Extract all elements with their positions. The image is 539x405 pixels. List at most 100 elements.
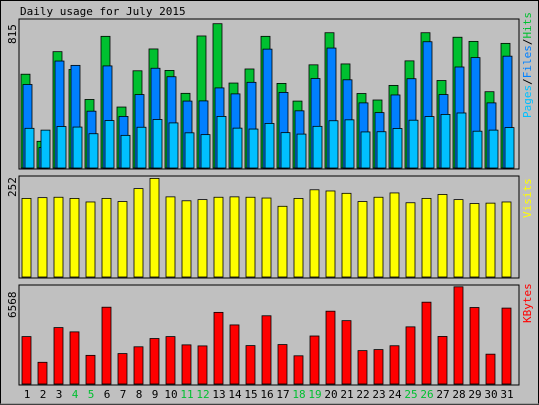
pages-bar <box>280 132 291 169</box>
kbytes-bar <box>149 338 160 385</box>
x-tick-label: 9 <box>152 388 159 401</box>
pages-bar <box>24 127 35 169</box>
x-tick-label: 14 <box>228 388 242 401</box>
legend-kbytes: KBytes <box>521 283 534 323</box>
visits-y-max-label: 252 <box>6 177 19 197</box>
visits-bar <box>69 198 80 278</box>
kbytes-bar <box>469 307 480 385</box>
visits-bar <box>133 188 144 278</box>
kbytes-bar <box>165 336 176 385</box>
x-tick-label: 30 <box>484 388 497 401</box>
kbytes-bar <box>261 315 272 385</box>
pages-bar <box>104 120 115 169</box>
visits-bar <box>117 201 128 278</box>
kbytes-bar <box>229 324 240 385</box>
x-tick-label: 18 <box>292 388 305 401</box>
x-tick-label: 31 <box>500 388 513 401</box>
visits-bar <box>261 197 272 278</box>
visits-bar <box>357 201 368 278</box>
x-tick-label: 1 <box>24 388 31 401</box>
x-tick-label: 16 <box>260 388 273 401</box>
kbytes-bar <box>373 349 384 385</box>
legend-slash-2: / <box>521 39 534 46</box>
x-tick-label: 15 <box>244 388 257 401</box>
visits-bar <box>101 198 112 278</box>
x-tick-label: 2 <box>40 388 47 401</box>
visits-bar <box>405 202 416 278</box>
bars-layer <box>20 23 515 385</box>
legend-hits: Hits <box>521 12 534 39</box>
pages-bar <box>216 116 227 169</box>
x-axis-labels: 1 2 3 4 5 6 7 8 9 10 11 12 13 14 15 16 17 18 19 20 21 22 23 24 2… <box>24 388 514 401</box>
x-tick-label: 8 <box>136 388 143 401</box>
kbytes-bar <box>245 345 256 385</box>
visits-bar <box>437 194 448 278</box>
legend-files: Files <box>521 45 534 78</box>
pages-bar <box>408 119 419 169</box>
pages-bar <box>488 129 499 169</box>
pages-bar <box>504 127 515 169</box>
visits-bar <box>373 196 384 278</box>
kbytes-bar <box>485 353 496 385</box>
pages-bar <box>184 132 195 169</box>
visits-bar <box>325 190 336 278</box>
pages-bar <box>328 120 339 169</box>
kbytes-bar <box>357 350 368 385</box>
pages-bar <box>296 133 307 169</box>
visits-bar <box>213 196 224 278</box>
kbytes-bar <box>437 336 448 385</box>
x-tick-label: 26 <box>420 388 433 401</box>
x-tick-label: 19 <box>308 388 321 401</box>
pages-bar <box>312 125 323 169</box>
kbytes-bar <box>133 346 144 385</box>
visits-bar <box>21 198 32 278</box>
kbytes-bar <box>421 301 432 385</box>
kbytes-y-max-label: 6568 <box>6 292 19 319</box>
kbytes-bar <box>309 335 320 385</box>
x-tick-label: 4 <box>72 388 79 401</box>
visits-bar <box>149 177 160 278</box>
kbytes-bar <box>389 345 400 385</box>
visits-bar <box>469 203 480 278</box>
x-tick-label: 12 <box>196 388 209 401</box>
visits-bar <box>37 197 48 278</box>
pages-bar <box>136 126 147 169</box>
visits-bar <box>229 196 240 278</box>
visits-bar <box>501 201 512 278</box>
x-tick-label: 17 <box>276 388 289 401</box>
x-tick-label: 7 <box>120 388 127 401</box>
x-tick-label: 25 <box>404 388 417 401</box>
legend-pages: Pages <box>521 85 534 118</box>
x-tick-label: 27 <box>436 388 449 401</box>
visits-bar <box>85 201 96 278</box>
visits-bar <box>181 200 192 278</box>
visits-bar <box>165 196 176 278</box>
visits-bar <box>453 199 464 278</box>
legend-slash-1: / <box>521 78 534 85</box>
x-tick-label: 29 <box>468 388 481 401</box>
pages-bar <box>360 131 371 169</box>
kbytes-bar <box>341 320 352 385</box>
x-tick-label: 23 <box>372 388 385 401</box>
pages-bar <box>168 122 179 169</box>
kbytes-bar <box>37 361 48 385</box>
x-tick-label: 13 <box>212 388 225 401</box>
x-tick-label: 5 <box>88 388 95 401</box>
pages-bar <box>120 134 131 169</box>
kbytes-bar <box>213 311 224 385</box>
hits-side-legend: Pages/Files/Hits <box>521 12 534 118</box>
visits-bar <box>245 196 256 278</box>
kbytes-bar <box>181 344 192 385</box>
pages-bar <box>152 119 163 169</box>
x-tick-label: 21 <box>340 388 353 401</box>
pages-bar <box>200 134 211 169</box>
x-tick-label: 10 <box>164 388 177 401</box>
pages-bar <box>424 116 435 169</box>
kbytes-bar <box>293 355 304 385</box>
pages-bar <box>72 126 83 169</box>
pages-bar <box>472 130 483 169</box>
pages-bar <box>232 127 243 169</box>
kbytes-bar <box>101 306 112 385</box>
kbytes-bar <box>325 310 336 385</box>
